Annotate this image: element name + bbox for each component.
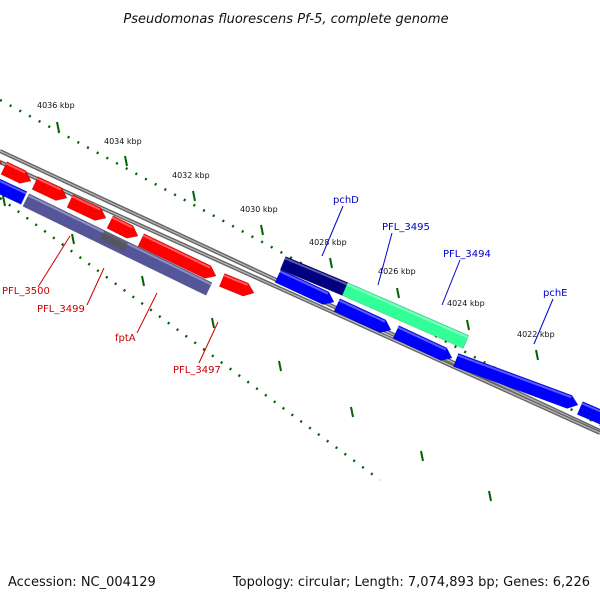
tick-label: 4024 kbp [447,299,485,308]
major-tick [396,287,400,299]
major-tick [278,360,282,372]
gene-fpta[interactable] [106,215,139,239]
gene-pfl-3500-shine [36,177,62,191]
gene-pfl-3499-shape [66,194,107,221]
gene-pfl-3496[interactable] [218,273,255,297]
gene-pche-rev-shape [453,353,579,409]
gene-pfl-3496-shine [223,274,248,286]
major-tick [141,275,145,287]
accession-text: Accession: NC_004129 [8,575,156,590]
gene-pchd-rev-shine [338,299,386,323]
major-tick [350,406,354,418]
tick-label: 4036 kbp [37,101,75,110]
pfl-3497-leader [198,321,219,364]
gene-pchd-shape [279,256,349,296]
gene-pfl-3500-shape [31,176,68,201]
gene-pfl-3503-shape [0,178,28,205]
gene-pfl-3496-shape [218,273,255,297]
topology-text: Topology: circular; Length: 7,074,893 bp… [232,575,590,590]
major-tick [71,233,75,245]
gene-pfl-3493[interactable] [576,401,600,428]
gene-label-fpta: fptA [115,333,136,344]
gene-label-pfl-3495: PFL_3495 [382,222,430,233]
gene-label-pfl-3500: PFL_3500 [2,286,50,297]
gene-pchd-shine [284,257,348,286]
gene-label-lines [37,205,554,364]
pchd-leader [321,205,344,257]
overlap-region [100,231,128,251]
gene-pfl-3501-shine [5,162,26,174]
gene-pfl-3493-shape [576,401,600,425]
major-tick [329,257,333,269]
pfl-3495-leader [377,232,393,286]
gene-pchd[interactable] [279,256,349,296]
major-tick [2,195,6,207]
gene-label-pchd: pchD [333,195,359,206]
major-tick [488,490,492,502]
gene-pchd-rev-shape [333,298,392,333]
gene-pfl-3497[interactable] [137,233,217,279]
gene-pfl-3498-shine [279,270,329,295]
major-tick [56,121,60,133]
pfl-3494-leader [441,259,461,306]
gene-pfl-3495[interactable] [341,282,470,349]
gene-pfl-3502[interactable] [0,152,3,166]
gene-pchd-rev[interactable] [333,298,392,333]
outer-ruler-line [0,98,600,427]
gene-pfl-3497-shape [137,233,217,279]
major-ticks [2,121,539,502]
major-tick [466,319,470,331]
major-tick [211,317,215,329]
gene-pfl-3495-rev[interactable] [392,325,453,361]
gene-pfl-3498[interactable] [274,269,335,305]
gene-fpta-shine [111,216,133,229]
gene-pfl-3493-shine [581,402,600,413]
gene-label-pfl-3497: PFL_3497 [173,365,221,376]
gene-pfl-3499-shine [71,195,101,211]
major-tick [124,155,128,167]
tick-label: 4034 kbp [104,137,142,146]
map-title: Pseudomonas fluorescens Pf-5, complete g… [123,12,448,27]
gene-pfl-3503[interactable] [0,176,28,205]
major-tick [192,190,196,202]
gene-pfl-3502-shape [0,159,3,165]
tick-label: 4022 kbp [517,330,555,339]
pche-leader [533,298,554,345]
gene-label-pfl-3494: PFL_3494 [443,249,491,260]
gene-pfl-3499[interactable] [66,194,107,221]
pfl-3500-leader [37,235,71,288]
tick-label: 4032 kbp [172,171,210,180]
fpta-leader [136,292,158,334]
gene-pfl-3501[interactable] [0,161,32,184]
gene-label-pche: pchE [543,288,568,299]
gene-pche-rev-shine [457,354,572,399]
gene-pfl-3503-shine [0,180,27,195]
gene-pfl-3500[interactable] [31,176,68,201]
gene-pfl-3497-shine [142,234,211,269]
tick-label: 4030 kbp [240,205,278,214]
major-tick [260,224,264,236]
gene-pche-rev[interactable] [453,353,579,409]
tick-label: 4026 kbp [378,267,416,276]
gene-pfl-3495-shape [341,282,470,349]
gene-pfl-3495-rev-shape [392,325,453,361]
gene-fpta-shape [106,215,139,239]
gene-pfl-3498-shape [274,269,335,305]
major-tick [535,349,539,361]
gene-pfl-3495-shine [346,283,469,339]
gene-pfl-3501-shape [0,161,32,184]
major-tick [420,450,424,462]
gene-pfl-3495-rev-shine [397,326,447,351]
inner-ruler-line [0,196,381,482]
gene-label-pfl-3499: PFL_3499 [37,304,85,315]
pfl-3499-leader [86,267,105,306]
gene-features [0,152,600,428]
